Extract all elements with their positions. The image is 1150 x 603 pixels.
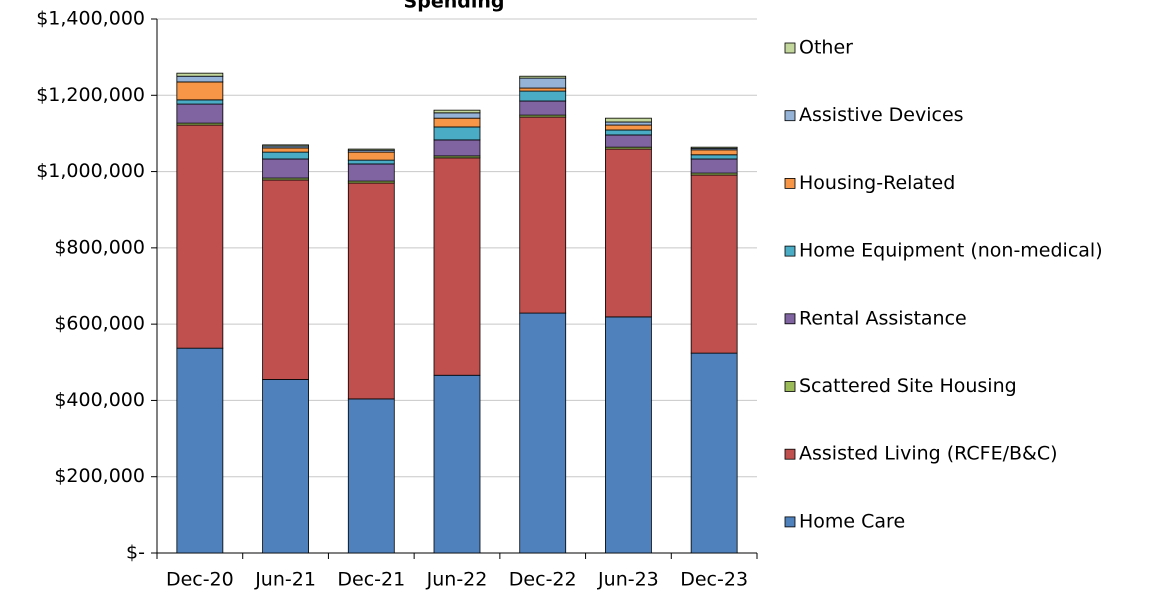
bar-segment [433,112,481,119]
bar-segment [347,398,395,554]
legend-swatch [784,42,796,54]
legend-label: Home Care [799,510,905,532]
x-tick-label: Dec-23 [680,569,748,591]
bar-segment [690,158,738,174]
bar-segment [176,347,224,554]
bar-segment [433,139,481,157]
bar-segment [605,129,652,136]
bar-segment [347,148,395,151]
y-tick-label: $1,200,000 [36,84,145,106]
legend-swatch [784,381,796,392]
bar-segment [347,151,395,161]
bar-segment [605,148,652,318]
y-tick-label: $1,400,000 [36,8,145,30]
bar-segment [262,151,309,160]
bar-segment [433,109,481,114]
legend-swatch [784,110,796,122]
bar-segment [605,124,652,131]
legend-label: Housing-Related [799,172,955,194]
bar-segment [347,163,395,182]
bar-segment [433,126,481,141]
bar-segment [176,124,224,349]
bar-segment [690,154,738,160]
bar-segment [605,117,652,123]
legend-label: Rental Assistance [799,307,967,329]
bar-segment [519,100,567,116]
bar-segment [519,90,567,102]
bar-segment [605,134,652,148]
legend-label: Other [799,37,853,59]
bar-segment [690,174,738,354]
bar-segment [262,379,309,554]
bar-segment [433,117,481,128]
x-tick-label: Jun-23 [597,569,659,591]
bar-segment [347,159,395,165]
y-tick-label: $600,000 [54,313,145,335]
bar-segment [519,116,567,314]
legend-swatch [784,177,796,189]
chart-title: Spending [404,0,505,13]
y-tick-label: $400,000 [54,389,145,411]
bar-segment [605,121,652,126]
bar-segment [262,144,309,147]
legend-label: Scattered Site Housing [799,375,1017,397]
x-tick-label: Jun-22 [426,569,488,591]
x-tick-label: Dec-21 [337,569,405,591]
bar-segment [262,179,309,380]
bar-segment [690,146,738,149]
bar-segment [347,182,395,400]
y-tick-label: $200,000 [54,465,145,487]
legend-label: Assisted Living (RCFE/B&C) [799,443,1058,465]
bar-segment [519,312,567,554]
bar-segment [176,75,224,83]
legend-label: Home Equipment (non-medical) [799,240,1103,262]
bar-segment [690,352,738,554]
bar-segment [605,316,652,554]
y-tick-label: $800,000 [54,236,145,258]
bar-segment [519,75,567,79]
bar-segment [262,147,309,153]
legend-swatch [784,516,796,528]
legend-label: Assistive Devices [799,104,964,126]
bar-segment [176,99,224,105]
x-tick-label: Dec-22 [509,569,577,591]
bar-segment [690,149,738,156]
y-tick-label: $1,000,000 [36,160,145,182]
legend-swatch [784,245,796,257]
bar-segment [433,157,481,376]
x-tick-label: Dec-20 [166,569,234,591]
bar-segment [433,374,481,554]
bar-segment [262,158,309,179]
bar-segment [519,77,567,89]
y-tick-label: $- [126,542,145,564]
bar-segment [176,103,224,124]
legend-swatch [784,448,796,460]
legend-swatch [784,313,796,325]
bar-segment [176,72,224,77]
x-tick-label: Jun-21 [254,569,316,591]
bar-segment [519,87,567,92]
bar-segment [176,81,224,101]
